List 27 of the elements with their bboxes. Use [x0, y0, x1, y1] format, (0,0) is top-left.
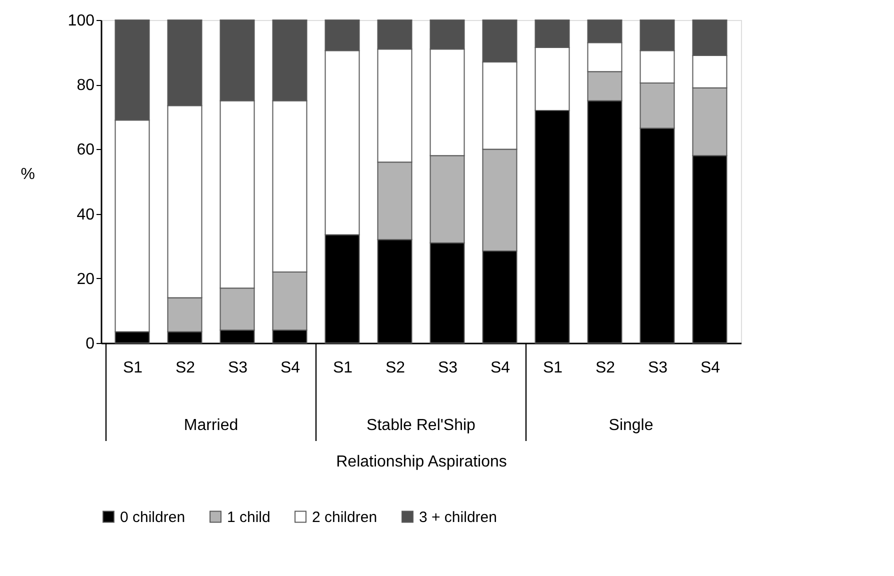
x-tick-label: S3	[438, 360, 458, 376]
x-tick-label: S3	[648, 360, 668, 376]
x-tick-label: S4	[280, 360, 300, 376]
y-tick-label: 100	[68, 12, 95, 30]
x-tick-label: S2	[175, 360, 196, 376]
x-tick-label: S4	[490, 360, 510, 376]
y-tick-label: 0	[86, 336, 95, 352]
y-tick-label: 60	[76, 142, 95, 159]
legend-label: 2 children	[312, 508, 378, 526]
x-axis-title: Relationship Aspirations	[336, 454, 507, 470]
text: Single	[608, 417, 654, 434]
x-tick-label: S1	[122, 360, 143, 376]
x-tick-label: S2	[385, 360, 406, 376]
text: Stable Rel'Ship	[366, 417, 476, 434]
y-tick-label: 40	[76, 206, 95, 224]
x-tick-label: S1	[332, 360, 353, 376]
x-tick-label: S1	[542, 360, 563, 376]
y-tick-label: 80	[76, 77, 95, 94]
legend-label: 0 children	[120, 508, 186, 526]
text: Married	[184, 417, 238, 434]
x-tick-label: S4	[700, 360, 720, 376]
legend-label: 3 + children	[419, 508, 497, 526]
y-axis-title: %	[20, 166, 35, 183]
legend-label: 1 child	[227, 508, 270, 526]
x-tick-label: S2	[595, 360, 616, 376]
x-tick-label: S3	[228, 360, 248, 376]
y-tick-label: 20	[76, 270, 95, 288]
